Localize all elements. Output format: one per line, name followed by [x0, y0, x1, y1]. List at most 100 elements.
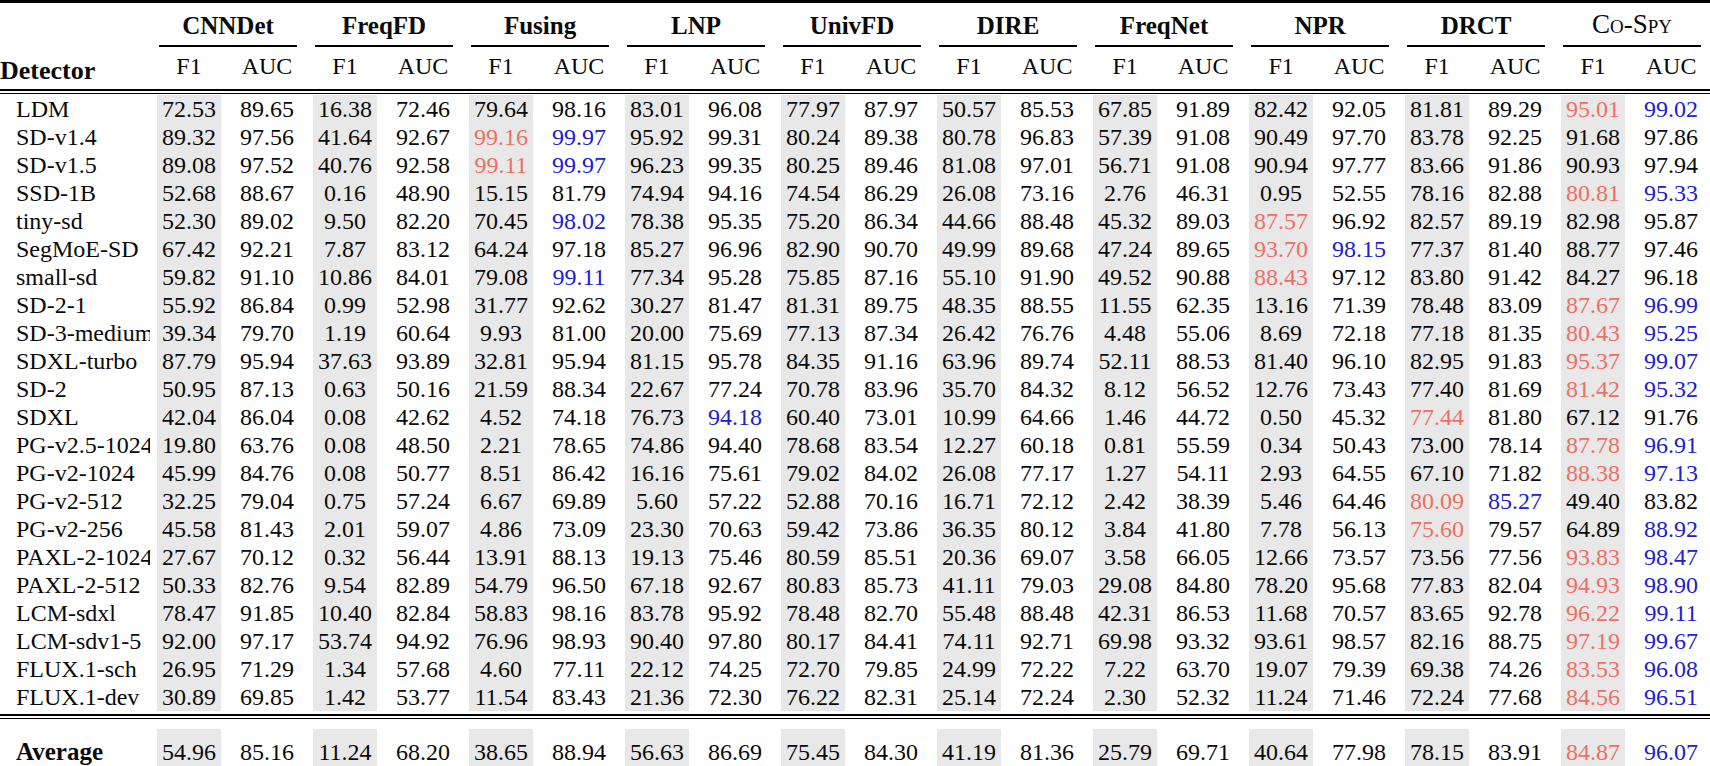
value-cell-auc: 97.94	[1632, 151, 1710, 179]
value-cell-auc: 79.04	[228, 487, 306, 515]
value-cell-auc: 52.98	[384, 291, 462, 319]
metric-header-0-f1: F1	[150, 47, 228, 86]
value-cell-auc: 84.02	[852, 459, 930, 487]
table-row: SD-v1.489.3297.5641.6492.6799.1699.9795.…	[0, 123, 1710, 151]
table-row: SSD-1B52.6888.670.1648.9015.1581.7974.94…	[0, 179, 1710, 207]
value-cell-auc: 92.58	[384, 151, 462, 179]
value-cell-auc: 77.11	[540, 655, 618, 683]
method-group-label: FreqFD	[315, 12, 453, 47]
average-cell-f1: 56.63	[618, 720, 696, 766]
value-cell-auc: 64.66	[1008, 403, 1086, 431]
value-cell-f1: 13.91	[462, 543, 540, 571]
value-cell-f1: 84.27	[1554, 263, 1632, 291]
value-cell-f1: 70.78	[774, 375, 852, 403]
value-cell-f1: 67.42	[150, 235, 228, 263]
value-cell-auc: 94.18	[696, 403, 774, 431]
metric-header-8-f1: F1	[1398, 47, 1476, 86]
value-cell-f1: 58.83	[462, 599, 540, 627]
value-cell-auc: 97.01	[1008, 151, 1086, 179]
value-cell-auc: 82.84	[384, 599, 462, 627]
value-cell-auc: 73.57	[1320, 543, 1398, 571]
value-cell-auc: 89.65	[228, 95, 306, 123]
method-group-label: CNNDet	[159, 12, 297, 47]
metric-header-5-f1: F1	[930, 47, 1008, 86]
value-cell-f1: 93.61	[1242, 627, 1320, 655]
table-row: PAXL-2-102427.6770.120.3256.4413.9188.13…	[0, 543, 1710, 571]
value-cell-f1: 9.54	[306, 571, 384, 599]
method-group-label: Co-Spy	[1563, 9, 1701, 47]
value-cell-auc: 75.61	[696, 459, 774, 487]
value-cell-auc: 87.16	[852, 263, 930, 291]
table-row: PG-v2-51232.2579.040.7557.246.6769.895.6…	[0, 487, 1710, 515]
value-cell-f1: 79.64	[462, 95, 540, 123]
value-cell-f1: 80.17	[774, 627, 852, 655]
row-label: SD-v1.4	[0, 123, 150, 151]
value-cell-auc: 91.42	[1476, 263, 1554, 291]
metric-header-0-auc: AUC	[228, 47, 306, 86]
table-row: LCM-sdxl78.4791.8510.4082.8458.8398.1683…	[0, 599, 1710, 627]
value-cell-f1: 59.82	[150, 263, 228, 291]
value-cell-auc: 95.32	[1632, 375, 1710, 403]
value-cell-f1: 7.22	[1086, 655, 1164, 683]
value-cell-f1: 67.18	[618, 571, 696, 599]
value-cell-auc: 97.56	[228, 123, 306, 151]
table-header: Detector CNNDetFreqFDFusingLNPUnivFDDIRE…	[0, 2, 1710, 87]
value-cell-f1: 93.70	[1242, 235, 1320, 263]
value-cell-f1: 88.77	[1554, 235, 1632, 263]
value-cell-auc: 81.35	[1476, 319, 1554, 347]
value-cell-auc: 81.69	[1476, 375, 1554, 403]
value-cell-auc: 88.48	[1008, 207, 1086, 235]
value-cell-f1: 76.96	[462, 627, 540, 655]
value-cell-f1: 99.16	[462, 123, 540, 151]
value-cell-f1: 77.40	[1398, 375, 1476, 403]
table-row: SD-2-155.9286.840.9952.9831.7792.6230.27…	[0, 291, 1710, 319]
value-cell-auc: 60.64	[384, 319, 462, 347]
value-cell-auc: 81.00	[540, 319, 618, 347]
table-row: LDM72.5389.6516.3872.4679.6498.1683.0196…	[0, 95, 1710, 123]
value-cell-auc: 77.68	[1476, 683, 1554, 711]
value-cell-f1: 76.73	[618, 403, 696, 431]
value-cell-auc: 91.76	[1632, 403, 1710, 431]
value-cell-auc: 97.80	[696, 627, 774, 655]
value-cell-auc: 99.97	[540, 123, 618, 151]
value-cell-f1: 80.78	[930, 123, 1008, 151]
row-label: LDM	[0, 95, 150, 123]
value-cell-auc: 95.94	[540, 347, 618, 375]
value-cell-f1: 81.08	[930, 151, 1008, 179]
value-cell-auc: 81.79	[540, 179, 618, 207]
value-cell-auc: 95.68	[1320, 571, 1398, 599]
value-cell-f1: 49.99	[930, 235, 1008, 263]
value-cell-auc: 97.46	[1632, 235, 1710, 263]
value-cell-auc: 98.93	[540, 627, 618, 655]
value-cell-auc: 95.94	[228, 347, 306, 375]
value-cell-f1: 30.89	[150, 683, 228, 711]
value-cell-auc: 98.57	[1320, 627, 1398, 655]
value-cell-auc: 96.91	[1632, 431, 1710, 459]
value-cell-f1: 31.77	[462, 291, 540, 319]
value-cell-auc: 73.16	[1008, 179, 1086, 207]
value-cell-f1: 78.68	[774, 431, 852, 459]
value-cell-auc: 69.89	[540, 487, 618, 515]
value-cell-auc: 88.48	[1008, 599, 1086, 627]
value-cell-f1: 3.84	[1086, 515, 1164, 543]
value-cell-auc: 57.22	[696, 487, 774, 515]
value-cell-auc: 98.02	[540, 207, 618, 235]
value-cell-auc: 73.86	[852, 515, 930, 543]
method-group-header-7: NPR	[1242, 2, 1398, 48]
value-cell-auc: 80.12	[1008, 515, 1086, 543]
table-row: LCM-sdv1-592.0097.1753.7494.9276.9698.93…	[0, 627, 1710, 655]
value-cell-auc: 89.03	[1164, 207, 1242, 235]
method-group-header-5: DIRE	[930, 2, 1086, 48]
value-cell-auc: 84.01	[384, 263, 462, 291]
table-row: PG-v2-25645.5881.432.0159.074.8673.0923.…	[0, 515, 1710, 543]
value-cell-auc: 62.35	[1164, 291, 1242, 319]
value-cell-f1: 55.10	[930, 263, 1008, 291]
value-cell-f1: 49.40	[1554, 487, 1632, 515]
value-cell-auc: 96.92	[1320, 207, 1398, 235]
value-cell-f1: 91.68	[1554, 123, 1632, 151]
value-cell-auc: 92.78	[1476, 599, 1554, 627]
value-cell-f1: 4.52	[462, 403, 540, 431]
value-cell-f1: 45.58	[150, 515, 228, 543]
average-cell-f1: 78.15	[1398, 720, 1476, 766]
value-cell-f1: 11.24	[1242, 683, 1320, 711]
